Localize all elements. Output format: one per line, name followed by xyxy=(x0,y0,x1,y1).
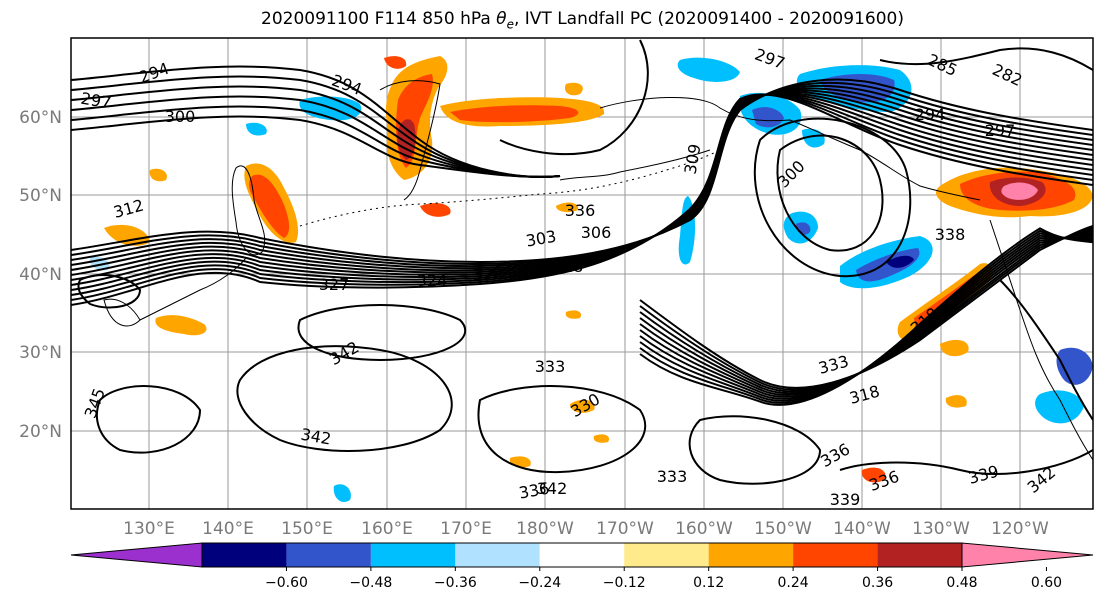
longitude-label: 180°W xyxy=(516,519,574,539)
colorbar-tick-label: −0.48 xyxy=(349,575,392,591)
colorbar-segment xyxy=(624,543,709,567)
theta-e-contour xyxy=(77,274,142,309)
contour-label: 333 xyxy=(535,357,566,376)
map-title: 2020091100 F114 850 hPa θe, IVT Landfall… xyxy=(0,9,1105,31)
theta-e-contour xyxy=(879,47,1093,71)
theta-e-contour xyxy=(753,117,912,278)
colorbar-segment xyxy=(202,543,287,567)
theta-subscript: e xyxy=(506,17,514,32)
longitude-labels: 130°E 140°E 150°E 160°E 170°E 180°W 170°W 160°W… xyxy=(123,519,1049,539)
colorbar-tick-label: −0.24 xyxy=(518,575,561,591)
colorbar-segment xyxy=(539,543,625,567)
colorbar-tick-labels: −0.60 −0.48 −0.36 −0.24 −0.12 0.12 0.24 0.36 0.4… xyxy=(265,567,1062,591)
theta-e-contour xyxy=(688,415,822,485)
contour-label: 294 xyxy=(915,105,946,124)
colorbar-tick-label: 0.48 xyxy=(946,575,977,591)
theta-e-contours xyxy=(71,39,1093,485)
colorbar-tick-label: 0.36 xyxy=(862,575,893,591)
theta-e-contour xyxy=(839,449,1093,475)
colorbar-tick-label: −0.36 xyxy=(434,575,477,591)
colorbar-tick-label: −0.12 xyxy=(603,575,646,591)
longitude-label: 140°W xyxy=(833,519,891,539)
longitude-label: 160°W xyxy=(675,519,733,539)
theta-e-contour xyxy=(297,304,467,362)
theta-e-contour xyxy=(71,115,561,178)
colorbar-segment xyxy=(793,543,878,567)
theta-e-contour xyxy=(95,385,202,454)
contour-label: 333 xyxy=(657,467,688,486)
colorbar-frame xyxy=(201,542,963,568)
latitude-label: 30°N xyxy=(19,343,62,363)
map-frame xyxy=(70,37,1094,510)
longitude-label: 170°W xyxy=(596,519,654,539)
contour-label: 297 xyxy=(985,121,1016,140)
contour-label: 306 xyxy=(581,223,612,242)
colorbar xyxy=(70,542,1094,568)
longitude-label: 140°E xyxy=(202,519,254,539)
colorbar-tick-label: 0.24 xyxy=(778,575,809,591)
longitude-label: 160°E xyxy=(361,519,413,539)
latitude-label: 40°N xyxy=(19,265,62,285)
colorbar-segment xyxy=(370,543,456,567)
longitude-label: 130°E xyxy=(123,519,175,539)
longitude-label: 120°W xyxy=(991,519,1049,539)
colorbar-tick-label: 0.12 xyxy=(693,575,724,591)
latitude-labels: 60°N 50°N 40°N 30°N 20°N xyxy=(19,108,62,442)
theta-e-contour xyxy=(236,345,453,452)
theta-e-contour xyxy=(477,385,647,474)
title-suffix: , IVT Landfall PC (2020091400 - 20200916… xyxy=(513,9,904,29)
contour-label: 324 xyxy=(417,271,448,290)
theta-symbol: θ xyxy=(496,9,507,29)
colorbar-segment xyxy=(708,543,794,567)
contour-label: 338 xyxy=(935,225,966,244)
contour-label: 324 xyxy=(473,265,504,284)
colorbar-tick-label: −0.60 xyxy=(265,575,308,591)
contour-label: 342 xyxy=(537,479,568,498)
theta-e-contour xyxy=(499,39,649,156)
colorbar-segment xyxy=(286,543,371,567)
longitude-label: 150°E xyxy=(281,519,333,539)
contour-label: 300 xyxy=(165,107,196,126)
colorbar-segment xyxy=(455,543,540,567)
longitude-label: 170°E xyxy=(440,519,492,539)
coastlines xyxy=(103,80,1093,461)
colorbar-extend-right xyxy=(961,542,1094,568)
contour-label: 339 xyxy=(830,490,861,509)
latitude-label: 50°N xyxy=(19,186,62,206)
latitude-label: 20°N xyxy=(19,422,62,442)
contour-label: 318 xyxy=(553,257,584,276)
colorbar-extend-left xyxy=(70,542,203,568)
longitude-label: 150°W xyxy=(754,519,812,539)
title-prefix: 2020091100 F114 850 hPa xyxy=(261,9,497,29)
contour-label: 327 xyxy=(319,275,350,294)
theta-e-contour xyxy=(71,93,1093,306)
theta-e-contour xyxy=(639,227,1093,406)
latitude-label: 60°N xyxy=(19,108,62,128)
colorbar-tick-label: 0.60 xyxy=(1031,575,1062,591)
longitude-label: 130°W xyxy=(912,519,970,539)
colorbar-segment xyxy=(877,543,962,567)
contour-label: 336 xyxy=(565,201,596,220)
theta-e-contour xyxy=(776,134,884,252)
